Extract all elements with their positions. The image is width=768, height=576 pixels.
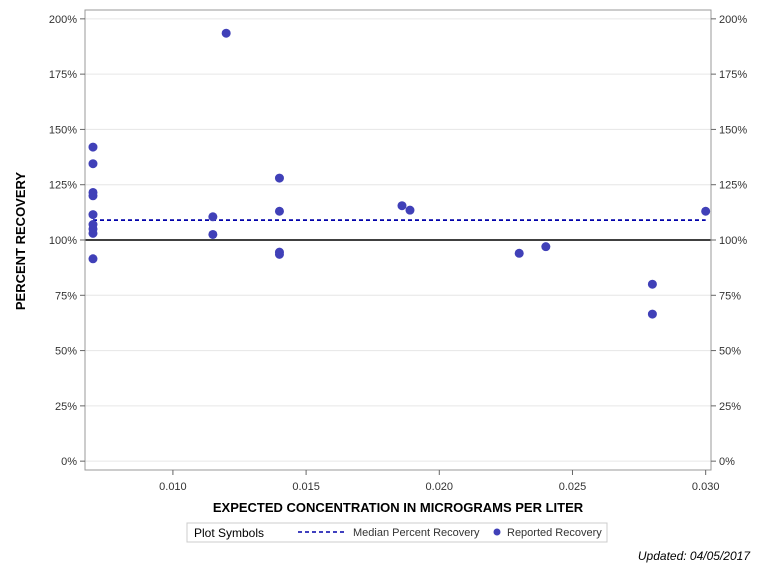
x-axis-title: EXPECTED CONCENTRATION IN MICROGRAMS PER… (213, 500, 584, 515)
y-axis-title: PERCENT RECOVERY (13, 172, 28, 311)
data-point (274, 206, 284, 216)
y-tick-label-right: 100% (719, 235, 747, 247)
legend-point-swatch (493, 528, 501, 536)
y-tick-label-right: 150% (719, 124, 747, 136)
data-point (647, 309, 657, 319)
updated-timestamp: Updated: 04/05/2017 (638, 549, 751, 563)
y-tick-label-right: 125% (719, 180, 747, 192)
y-tick-label-right: 25% (719, 401, 741, 413)
data-point (274, 173, 284, 183)
x-tick-label: 0.015 (292, 481, 320, 493)
y-tick-label-right: 200% (719, 14, 747, 26)
y-tick-label: 75% (55, 290, 77, 302)
y-tick-label-right: 0% (719, 456, 735, 468)
data-point (88, 191, 98, 201)
y-tick-label-right: 175% (719, 69, 747, 81)
data-point (88, 228, 98, 238)
gridlines (85, 18, 711, 462)
y-tick-label-right: 50% (719, 346, 741, 358)
data-point (541, 242, 551, 252)
y-tick-label: 125% (49, 180, 77, 192)
y-tick-label: 25% (55, 401, 77, 413)
data-point (405, 205, 415, 215)
y-axis-right: 0% 25% 50% 75% 100% 125% 150% 175% 200% (711, 14, 747, 468)
data-point (88, 254, 98, 264)
data-point (88, 210, 98, 220)
legend-label-reported: Reported Recovery (507, 527, 602, 539)
y-tick-label: 150% (49, 124, 77, 136)
legend: Plot Symbols Median Percent Recovery Rep… (186, 522, 608, 543)
y-tick-label-right: 75% (719, 290, 741, 302)
data-points (88, 28, 711, 319)
y-tick-label: 0% (61, 456, 77, 468)
data-point (647, 279, 657, 289)
data-point (274, 249, 284, 259)
y-tick-label: 200% (49, 14, 77, 26)
data-point (208, 212, 218, 222)
y-tick-label: 50% (55, 346, 77, 358)
data-point (701, 206, 711, 216)
x-tick-label: 0.030 (692, 481, 720, 493)
legend-box (186, 522, 608, 543)
legend-label-median: Median Percent Recovery (353, 527, 480, 539)
y-axis-left: 0% 25% 50% 75% 100% 125% 150% 175% 200% (49, 14, 85, 468)
x-axis: 0.010 0.015 0.020 0.025 0.030 (159, 470, 719, 493)
data-point (397, 201, 407, 211)
data-point (88, 142, 98, 152)
x-tick-label: 0.020 (426, 481, 454, 493)
data-point (88, 159, 98, 169)
y-tick-label: 100% (49, 235, 77, 247)
y-tick-label: 175% (49, 69, 77, 81)
legend-title: Plot Symbols (194, 526, 264, 540)
x-tick-label: 0.010 (159, 481, 187, 493)
data-point (208, 229, 218, 239)
data-point (221, 28, 231, 38)
data-point (514, 248, 524, 258)
x-tick-label: 0.025 (559, 481, 587, 493)
